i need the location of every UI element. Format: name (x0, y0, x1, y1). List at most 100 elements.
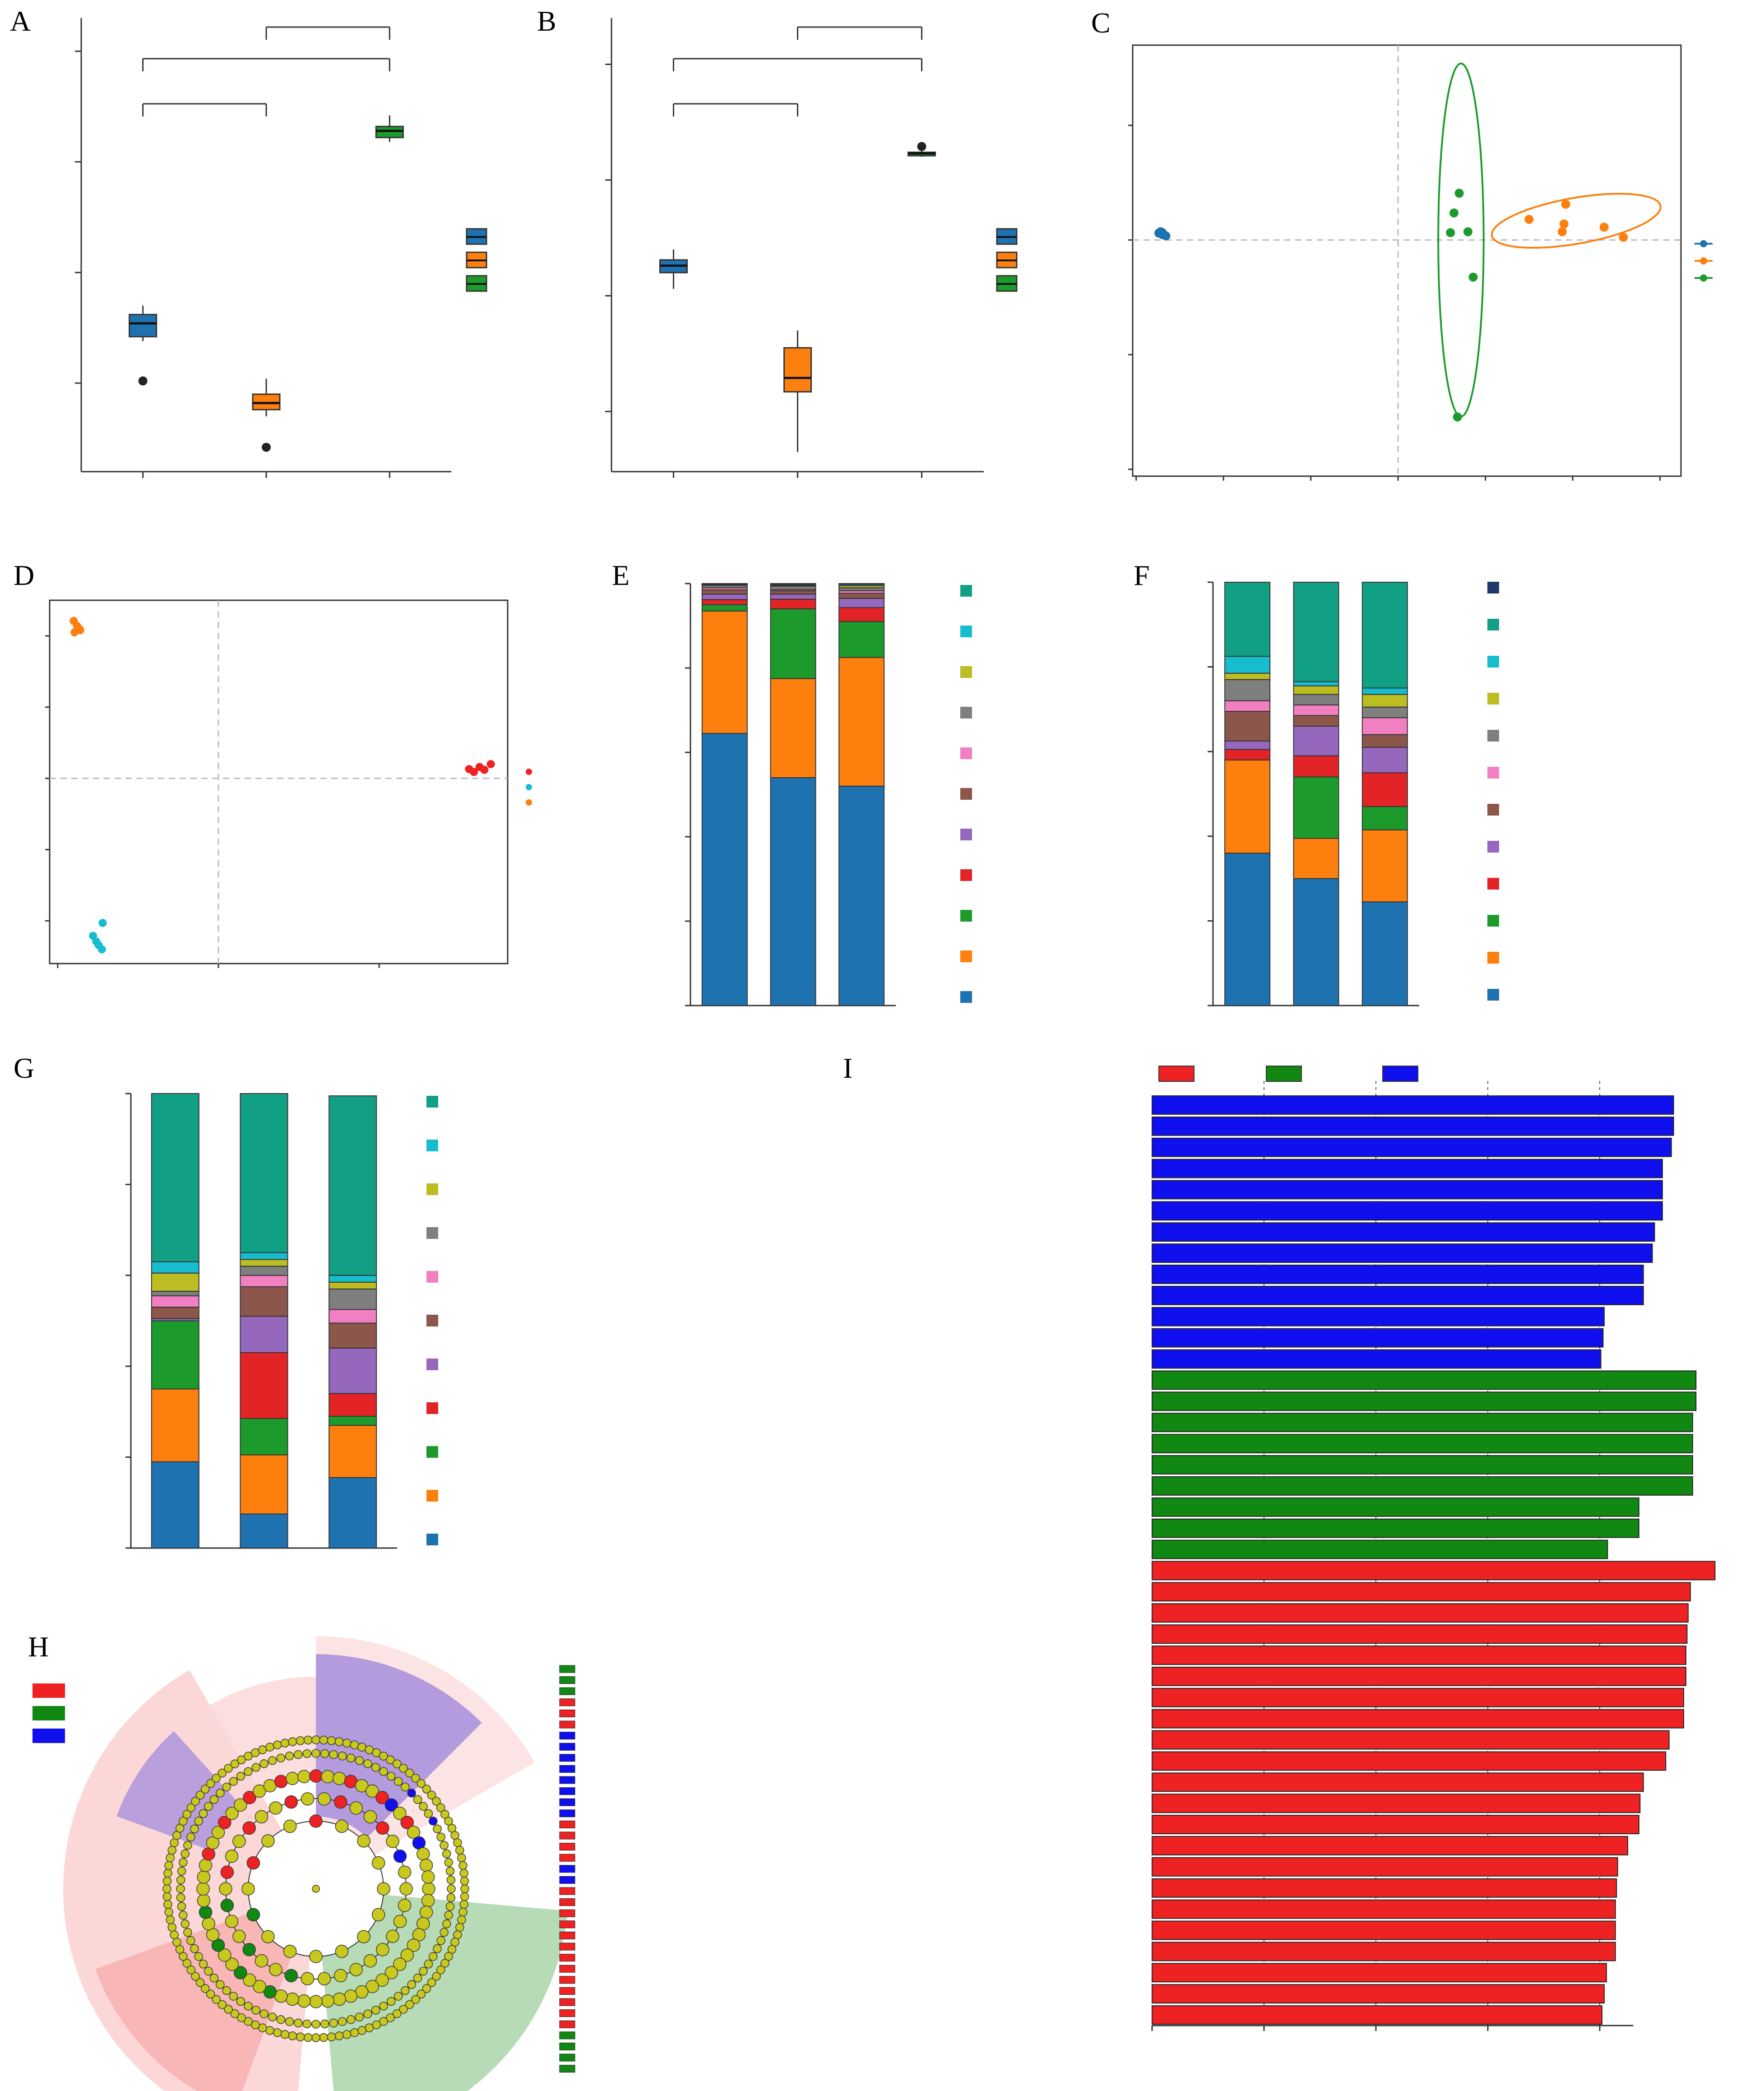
cladogram-node (176, 1875, 185, 1885)
cladogram-node (413, 1795, 422, 1804)
cladogram-key-swatch (559, 1887, 575, 1895)
lda-bar (1152, 1984, 1605, 2004)
panel-letter-h: H (28, 1631, 49, 1663)
cladogram-key-swatch (559, 1798, 575, 1806)
legend-swatch (1487, 693, 1499, 705)
cladogram-node (268, 1756, 277, 1765)
cladogram-node (459, 1868, 468, 1878)
bar-segment-lachnospiraceae (1224, 853, 1271, 1006)
cladogram-node (335, 1819, 349, 1833)
cladogram-node (181, 1849, 190, 1859)
lda-bar (1152, 1518, 1639, 1538)
cladogram-node (162, 1892, 172, 1901)
cladogram-node (283, 1819, 297, 1833)
cladogram-key-swatch (559, 1876, 575, 1884)
cladogram-key-swatch (559, 1898, 575, 1906)
cladogram-node (376, 1943, 389, 1957)
cladogram-node (284, 1969, 298, 1983)
bar-segment-escherichia-shigella (329, 1393, 377, 1417)
cladogram-node (357, 1930, 370, 1943)
cladogram-node (197, 1870, 211, 1884)
bar-segment-muribaculaceae (1361, 829, 1408, 903)
cladogram-node (190, 1824, 199, 1834)
cladogram-node (317, 1972, 331, 1985)
cladogram-node (458, 1907, 468, 1917)
cladogram-node (440, 1810, 449, 1819)
cladogram-node (399, 2005, 408, 2014)
cladogram-node (276, 1753, 286, 1762)
cladogram-node (407, 1938, 421, 1952)
cladogram-node (392, 2009, 402, 2018)
cladogram-key-swatch (559, 1754, 575, 1762)
cladogram-node (400, 1816, 414, 1829)
bar-segment-unclassified-lachnospiraceae (329, 1425, 377, 1478)
cladogram-node (400, 1948, 414, 1962)
bar-segment-bacteroides (240, 1286, 288, 1317)
cladogram-node (333, 1969, 347, 1983)
clade-highlight-pop (116, 1731, 238, 1849)
cladogram-key-swatch (559, 2042, 575, 2050)
cladogram-node (220, 1865, 234, 1879)
cladogram-node (411, 1774, 420, 1783)
cladogram-node (350, 2028, 359, 2037)
legend-swatch (960, 707, 972, 719)
legend-marker (1700, 240, 1707, 247)
cladogram-node (268, 2012, 277, 2021)
cladogram-node (209, 1974, 219, 1983)
cladogram-node (453, 1930, 462, 1939)
cladogram-key-swatch (559, 1943, 575, 1951)
cladogram-node (398, 1865, 412, 1879)
cladogram-node (440, 1841, 449, 1850)
cladogram-node (436, 1965, 445, 1975)
bar-segment-ruminococcaceae (1224, 711, 1271, 742)
bar-segment-ligilactobacillus (240, 1266, 288, 1276)
cladogram-key-swatch (559, 1854, 575, 1862)
lda-bar (1152, 1265, 1644, 1284)
lda-bar (1152, 1391, 1697, 1411)
cladogram-node (346, 1753, 356, 1762)
cladogram-node (218, 1948, 231, 1962)
cladogram-node (407, 1789, 416, 1798)
cladogram-key-swatch (559, 2054, 575, 2062)
cladogram-node (357, 2026, 366, 2035)
panel-letter-i: I (843, 1052, 853, 1084)
bar-segment-desulfovibrionaceae (1293, 685, 1339, 695)
cladogram-key-swatch (559, 2031, 575, 2040)
lda-bar (1152, 1370, 1697, 1390)
cladogram-key-swatch (559, 1831, 575, 1840)
legend-swatch (1487, 619, 1499, 631)
cladogram-node (269, 1801, 282, 1815)
data-point (1599, 223, 1609, 232)
cladogram-node (355, 1779, 369, 1793)
lda-bar (1152, 1646, 1686, 1665)
cladogram-node (224, 1764, 233, 1773)
cladogram-node (176, 1884, 185, 1893)
bar-segment-bacteroidota (701, 610, 748, 734)
cladogram-node (177, 1867, 186, 1876)
bar-segment-unclassified-clostridia-ucg-014 (1361, 687, 1408, 695)
cladogram-node (246, 1908, 260, 1922)
legend-swatch (32, 1706, 65, 1720)
bar-segment-desulfovibrionaceae (1361, 694, 1408, 708)
legend-swatch (32, 1729, 65, 1743)
cladogram-node (199, 1959, 208, 1969)
lda-bar (1152, 1666, 1686, 1686)
lda-bar (1152, 1137, 1672, 1157)
cladogram-node (259, 1759, 269, 1768)
data-point (480, 765, 489, 774)
cladogram-node (379, 2017, 388, 2026)
panel-letter-d: D (14, 559, 35, 591)
cladogram-node (309, 1950, 323, 1963)
cladogram-node (338, 1752, 347, 1761)
cladogram-node (206, 1779, 215, 1788)
cladogram-node (446, 1875, 456, 1885)
cladogram-node (349, 1963, 363, 1976)
bar-segment-desulfobacterota (770, 598, 816, 610)
cladogram-key-swatch (559, 1732, 575, 1740)
cladogram-node (258, 1745, 267, 1754)
cladogram-node (237, 2013, 246, 2022)
cladogram-node (366, 1784, 379, 1798)
cladogram-node (363, 1759, 372, 1768)
confidence-ellipse (1491, 193, 1662, 249)
bar-segment-ruminococcaceae (1361, 734, 1408, 748)
